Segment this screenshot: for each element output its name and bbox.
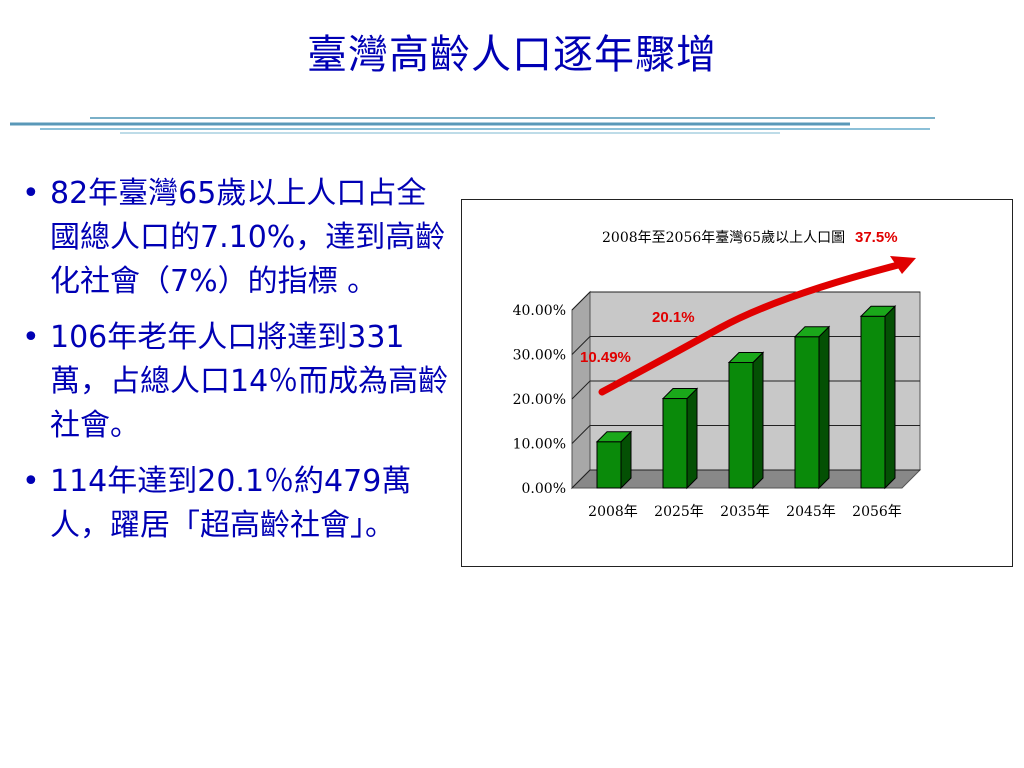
bar-top (859, 305, 897, 317)
y-tick-label: 0.00% (522, 481, 566, 497)
annotation-label: 37.5% (855, 229, 898, 246)
y-tick-label: 30.00% (513, 348, 566, 364)
chart-frame: 2008年至2056年臺灣65歲以上人口圖 0.00% 10.00% 20.00% 3… (461, 199, 1013, 567)
bar-side (884, 305, 896, 490)
annotation-label: 20.1% (652, 309, 695, 326)
x-tick-label: 2025年 (654, 504, 704, 520)
annotation-label: 10.49% (580, 349, 631, 366)
bar-top (793, 326, 831, 338)
trend-arrow-head (890, 256, 916, 274)
slide-title: 臺灣高齡人口逐年驟增 (307, 32, 717, 78)
x-tick-label: 2035年 (720, 504, 770, 520)
bar (662, 398, 688, 489)
bar (728, 362, 754, 489)
y-tick-label: 10.00% (513, 437, 566, 453)
bullet-dot: • (22, 320, 40, 355)
bar (596, 441, 622, 489)
bar-chart: 2008年至2056年臺灣65歲以上人口圖 0.00% 10.00% 20.00% 3… (513, 229, 922, 520)
bullet-text: 114年達到20.1％約479萬人，躍居「超高齡社會」。 (50, 464, 412, 543)
bar-side (818, 325, 830, 490)
bar-top (595, 431, 633, 443)
bullet-dot: • (22, 176, 40, 211)
bullet-item: • 82年臺灣65歲以上人口占全國總人口的7.10%，達到高齡化社會（7%）的指標… (20, 172, 450, 304)
bar (860, 315, 886, 489)
y-tick-label: 20.00% (513, 392, 566, 408)
title-divider (10, 117, 935, 134)
trend-arrow-line (598, 260, 906, 396)
bar-side (686, 387, 698, 490)
y-tick-label: 40.00% (513, 303, 566, 319)
bar-top (661, 388, 699, 400)
bullet-text: 106年老年人口將達到331萬，占總人口14％而成為高齡社會。 (50, 320, 449, 443)
bar (794, 336, 820, 489)
bullet-dot: • (22, 464, 40, 499)
x-tick-label: 2008年 (588, 504, 638, 520)
bullet-text: 82年臺灣65歲以上人口占全國總人口的7.10%，達到高齡化社會（7%）的指標 … (50, 176, 446, 299)
bullet-item: • 114年達到20.1％約479萬人，躍居「超高齡社會」。 (20, 460, 450, 548)
bar-side (752, 351, 764, 490)
bar-top (727, 352, 765, 364)
bullet-list: • 82年臺灣65歲以上人口占全國總人口的7.10%，達到高齡化社會（7%）的指標… (20, 172, 450, 560)
chart-title: 2008年至2056年臺灣65歲以上人口圖 (602, 230, 845, 246)
x-tick-label: 2045年 (786, 504, 836, 520)
bullet-item: • 106年老年人口將達到331萬，占總人口14％而成為高齡社會。 (20, 316, 450, 448)
x-tick-label: 2056年 (852, 504, 902, 520)
